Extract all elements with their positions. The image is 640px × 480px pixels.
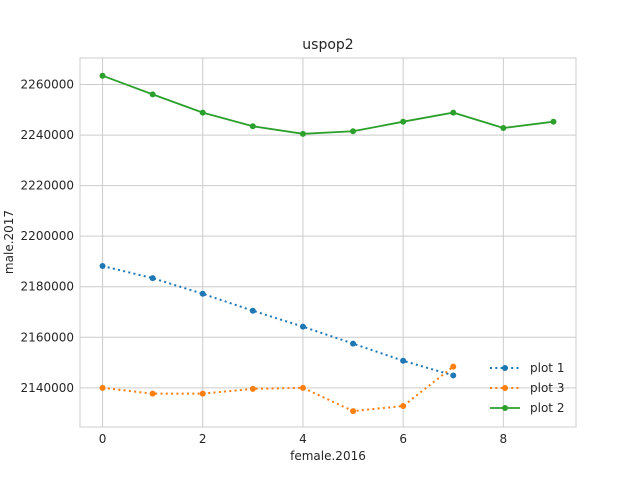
plot-frame — [79, 57, 577, 428]
data-point — [299, 130, 306, 137]
data-point — [199, 390, 206, 397]
y-tick-label: 2160000 — [21, 330, 74, 344]
data-point — [400, 403, 407, 410]
grid — [80, 58, 576, 427]
data-point — [99, 384, 106, 391]
series-line — [102, 365, 454, 413]
data-point — [149, 275, 156, 282]
legend-label: plot 2 — [530, 401, 564, 415]
data-point — [550, 118, 557, 125]
legend-label: plot 3 — [530, 381, 564, 395]
y-tick-label: 2240000 — [21, 128, 74, 142]
data-point — [199, 290, 206, 297]
legend-marker — [502, 385, 508, 391]
data-point — [249, 307, 256, 314]
y-tick-label: 2260000 — [21, 78, 74, 92]
x-axis-ticks: 0 2 4 6 8 — [99, 432, 507, 446]
legend-label: plot 1 — [530, 361, 564, 375]
data-point — [249, 123, 256, 130]
x-tick-label: 8 — [500, 432, 508, 446]
data-point — [99, 72, 106, 79]
y-axis-ticks: 2140000 2160000 2180000 2200000 2220000 22400… — [21, 78, 74, 395]
legend: plot 1 plot 3 plot 2 — [490, 361, 564, 415]
legend-marker — [502, 405, 508, 411]
data-point — [249, 385, 256, 392]
data-point — [350, 128, 357, 135]
series-plot-3 — [99, 363, 457, 415]
x-tick-label: 6 — [399, 432, 407, 446]
data-point — [450, 363, 457, 370]
data-point — [350, 408, 357, 415]
data-point — [199, 109, 206, 116]
series-line — [102, 74, 554, 135]
data-point — [450, 109, 457, 116]
data-point — [350, 340, 357, 347]
legend-item: plot 1 — [490, 361, 564, 375]
data-point — [299, 323, 306, 330]
data-point — [500, 125, 507, 132]
data-point — [450, 372, 457, 379]
series-group — [99, 72, 557, 415]
data-point — [149, 91, 156, 98]
data-point — [400, 118, 407, 125]
series-line — [102, 265, 454, 377]
chart-title: uspop2 — [302, 37, 353, 53]
y-tick-label: 2180000 — [21, 280, 74, 294]
data-point — [400, 357, 407, 364]
y-tick-label: 2200000 — [21, 229, 74, 243]
legend-item: plot 2 — [490, 401, 564, 415]
x-tick-label: 0 — [99, 432, 107, 446]
x-tick-label: 2 — [199, 432, 207, 446]
data-point — [149, 390, 156, 397]
x-tick-label: 4 — [299, 432, 307, 446]
y-tick-label: 2140000 — [21, 381, 74, 395]
x-axis-label: female.2016 — [290, 449, 366, 463]
legend-item: plot 3 — [490, 381, 564, 395]
y-tick-label: 2220000 — [21, 179, 74, 193]
data-point — [299, 384, 306, 391]
data-point — [99, 263, 106, 270]
series-plot-2 — [99, 72, 557, 137]
series-plot-1 — [99, 263, 457, 379]
legend-marker — [502, 365, 508, 371]
y-axis-label: male.2017 — [2, 210, 16, 274]
